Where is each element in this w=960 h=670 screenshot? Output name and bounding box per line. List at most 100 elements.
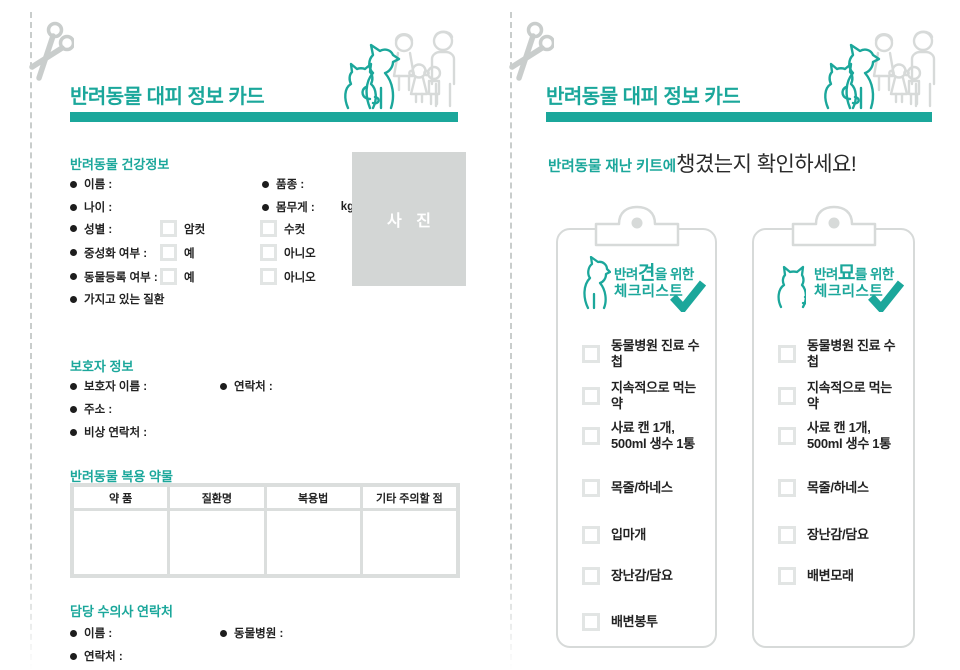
item-checkbox[interactable] [778, 479, 796, 497]
clipboard-clip-icon [594, 205, 680, 247]
bullet-icon [220, 629, 227, 637]
field-label-registered: 동물등록 여부 : [84, 271, 158, 284]
row-age-weight: 나이 : 몸무게 : kg [70, 199, 354, 215]
item-label: 목줄/하네스 [807, 480, 869, 495]
page-title: 반려동물 대피 정보 카드 [546, 86, 741, 108]
field-label-breed: 품종 : [276, 179, 305, 191]
checkbox-male[interactable] [260, 220, 277, 237]
photo-placeholder: 사 진 [352, 152, 466, 286]
table-cell-empty [362, 511, 456, 574]
bullet-icon [70, 652, 77, 660]
medications-table: 약 품 질환명 복용법 기타 주의할 점 [70, 483, 460, 578]
item-checkbox[interactable] [582, 427, 600, 445]
field-label-vet-hospital: 동물병원 : [234, 628, 284, 640]
item-label: 사료 캔 1개, 500ml 생수 1통 [807, 420, 891, 451]
item-label: 동물병원 진료 수첩 [807, 338, 896, 369]
item-label: 장난감/담요 [611, 568, 673, 583]
field-label-weight: 몸무게 : [276, 202, 315, 214]
checkbox-female[interactable] [160, 220, 177, 237]
table-header-notes: 기타 주의할 점 [362, 487, 456, 508]
family-with-pets-icon [820, 26, 940, 117]
bullet-icon [70, 180, 77, 188]
bullet-icon [70, 428, 77, 436]
checklist-item: 입마개 [582, 526, 707, 544]
item-label: 입마개 [611, 527, 646, 542]
title-line2: 체크리스트 [814, 284, 884, 300]
row-address: 주소 : [70, 401, 112, 417]
item-checkbox[interactable] [778, 526, 796, 544]
checkbox-neutered-yes[interactable] [160, 244, 177, 261]
item-label: 장난감/담요 [807, 527, 869, 542]
field-label-sex: 성별 : [84, 223, 113, 236]
checklist-item: 사료 캔 1개, 500ml 생수 1통 [778, 420, 905, 452]
item-checkbox[interactable] [778, 567, 796, 585]
title-line2: 체크리스트 [614, 284, 684, 300]
title-underline-bar [546, 112, 932, 122]
bullet-icon [262, 180, 269, 188]
item-label: 배변봉투 [611, 614, 658, 629]
row-vet-name-hospital: 이름 : 동물병원 : [70, 625, 283, 641]
title-underline-bar [70, 112, 458, 122]
section-heading-vet: 담당 수의사 연락처 [70, 604, 173, 619]
field-label-guardian-contact: 연락처 : [234, 381, 273, 393]
section-heading-medications: 반려동물 복용 약물 [70, 469, 173, 484]
bullet-icon [220, 382, 227, 390]
subtitle-accent-text: 반려동물 재난 키트에 [548, 159, 677, 175]
weight-unit-label: kg [340, 201, 355, 213]
scissors-icon [26, 20, 76, 91]
cut-dashed-line [510, 12, 512, 670]
dog-icon [579, 255, 612, 315]
item-checkbox[interactable] [582, 526, 600, 544]
bullet-icon [70, 405, 77, 413]
subtitle-rest-text: 챙겼는지 확인하세요! [676, 153, 857, 176]
option-label-no: 아니오 [284, 271, 316, 284]
table-header-dosage: 복용법 [266, 487, 360, 508]
title-prefix: 반려 [614, 267, 638, 282]
field-label-disease: 가지고 있는 질환 [84, 294, 165, 306]
option-label-yes: 예 [184, 247, 195, 260]
item-checkbox[interactable] [778, 427, 796, 445]
field-label-vet-name: 이름 : [84, 628, 113, 640]
row-emergency-contact: 비상 연락처 : [70, 424, 147, 440]
bullet-icon [70, 629, 77, 637]
checklist-item: 사료 캔 1개, 500ml 생수 1통 [582, 420, 707, 452]
option-label-male: 수컷 [284, 223, 306, 236]
table-cell-empty [170, 511, 264, 574]
item-checkbox[interactable] [582, 613, 600, 631]
checklist-panel: 반려동물 대피 정보 카드 [480, 0, 960, 670]
checkbox-neutered-no[interactable] [260, 244, 277, 261]
field-label-guardian-name: 보호자 이름 : [84, 381, 148, 393]
row-vet-contact: 연락처 : [70, 648, 123, 664]
row-name-breed: 이름 : 품종 : [70, 176, 304, 192]
item-checkbox[interactable] [778, 387, 796, 405]
bullet-icon [70, 273, 77, 280]
row-disease: 가지고 있는 질환 [70, 291, 164, 307]
cut-dashed-line [30, 12, 32, 670]
title-suffix: 를 위한 [854, 267, 895, 282]
checkbox-registered-no[interactable] [260, 268, 277, 285]
title-species: 묘 [837, 263, 855, 284]
item-checkbox[interactable] [582, 345, 600, 363]
checklist-item: 장난감/담요 [778, 526, 905, 544]
cat-checklist-clipboard: 반려묘를 위한 체크리스트 동물병원 진료 수첩 지속적으로 먹는 약 사료 캔… [752, 205, 915, 648]
cat-checklist-title: 반려묘를 위한 체크리스트 [814, 263, 895, 301]
item-label: 동물병원 진료 수첩 [611, 338, 700, 369]
item-checkbox[interactable] [582, 479, 600, 497]
cat-icon [774, 263, 810, 314]
table-cell-empty [74, 511, 168, 574]
item-checkbox[interactable] [778, 345, 796, 363]
bullet-icon [70, 295, 77, 303]
item-checkbox[interactable] [582, 567, 600, 585]
field-label-neutered: 중성화 여부 : [84, 247, 148, 260]
checkbox-registered-yes[interactable] [160, 268, 177, 285]
item-label: 지속적으로 먹는 약 [807, 380, 892, 411]
section-heading-guardian: 보호자 정보 [70, 359, 134, 374]
checklist-item: 목줄/하네스 [778, 479, 905, 497]
checklist-item: 배변봉투 [582, 613, 707, 631]
item-checkbox[interactable] [582, 387, 600, 405]
field-label-name: 이름 : [84, 179, 113, 191]
dog-checklist-title: 반려견을 위한 체크리스트 [614, 264, 694, 301]
checkmark-icon [868, 280, 905, 317]
title-prefix: 반려 [814, 267, 838, 282]
table-cell-empty [266, 511, 360, 574]
